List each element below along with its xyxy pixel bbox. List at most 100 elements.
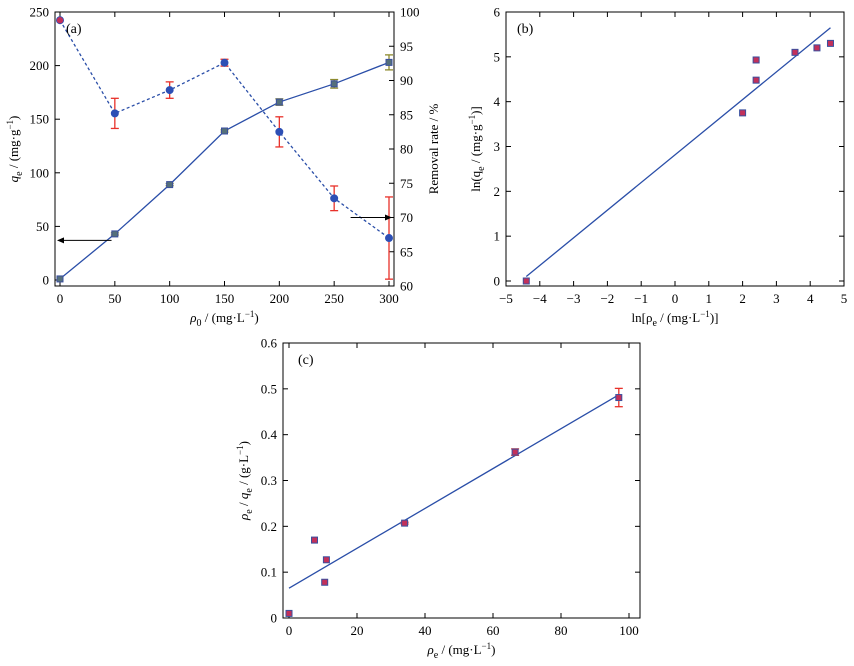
panel-a-uptake-point xyxy=(166,181,174,189)
panel-b-point xyxy=(813,44,821,52)
panel-c-ytick-label: 0.2 xyxy=(261,519,277,534)
panel-b-xtick-label: 3 xyxy=(773,291,780,306)
panel-b-ytick-label: 3 xyxy=(494,139,501,154)
panel-c-frame xyxy=(282,342,641,619)
panel-b-ylabel-sup: −1 xyxy=(467,115,477,125)
panel-c-point xyxy=(311,536,318,544)
panel-b-point xyxy=(826,39,834,47)
panel-c-point xyxy=(321,578,329,586)
panel-c-xlabel: ρe / (mg·L−1) xyxy=(427,641,496,661)
panel-b-xlabel: ln[ρe / (mg·L−1)] xyxy=(632,309,719,329)
panel-a-frame xyxy=(54,11,395,287)
panel-c-xtick-label: 100 xyxy=(619,623,639,638)
panel-b-xtick-label: −5 xyxy=(499,291,513,306)
panel-a-removal-point xyxy=(165,86,174,95)
panel-a-uptake-point xyxy=(221,127,228,135)
panel-a-uptake-point xyxy=(275,98,283,106)
panel-a-removal-point xyxy=(110,109,119,118)
panel-b-ytick-label: 2 xyxy=(494,184,501,199)
panel-b-ylabel-sub: e xyxy=(476,166,487,171)
panel-a-left-arrowhead xyxy=(57,237,64,244)
panel-b-xtick-label: 5 xyxy=(841,291,848,306)
panel-b-point xyxy=(739,109,747,117)
panel-a-ytick-label: 250 xyxy=(30,5,50,20)
panel-c-ylabel-sub: e xyxy=(244,509,255,514)
panel-b-ytick-label: 4 xyxy=(494,94,501,109)
panel-c-xlabel-sup: −1 xyxy=(482,641,492,651)
panel-b-ylabel-close: )] xyxy=(468,106,483,115)
panel-b-ytick-label: 1 xyxy=(494,229,501,244)
panel-b-ytick-label: 0 xyxy=(494,274,501,289)
panel-b-xtick-label: −2 xyxy=(600,291,614,306)
panel-b-xlabel-sub: e xyxy=(652,318,657,329)
panel-b-xlabel-close: )] xyxy=(710,310,719,325)
panel-a-removal-point xyxy=(384,234,393,243)
panel-a-ytick-label: 100 xyxy=(30,165,50,180)
panel-c-point xyxy=(511,448,519,456)
panel-b-xlabel-unit: / (mg·L xyxy=(657,310,700,325)
panel-b-label: (b) xyxy=(517,22,534,37)
panel-b-xtick-label: −1 xyxy=(634,291,648,306)
panel-c-fit-line xyxy=(288,394,620,589)
panel-a-y2tick-label: 75 xyxy=(400,176,413,191)
panel-a-ytick-label: 150 xyxy=(30,112,50,127)
panel-a-y2tick-label: 100 xyxy=(400,5,420,20)
panel-a-xlabel-sub: 0 xyxy=(197,318,202,329)
panel-b-xlabel-sup: −1 xyxy=(700,309,710,319)
panel-a-y2tick-label: 60 xyxy=(400,279,413,294)
panel-a-xtick-label: 150 xyxy=(215,291,235,306)
panel-b-xtick-label: 4 xyxy=(807,291,814,306)
panel-b-xtick-label: 2 xyxy=(739,291,746,306)
panel-c-ytick-label: 0.6 xyxy=(261,336,278,351)
panel-a-y2tick-label: 90 xyxy=(400,73,413,88)
panel-a-y2tick-label: 65 xyxy=(400,244,413,259)
panel-a-ytick-label: 0 xyxy=(43,273,50,288)
panel-c-ylabel-q: q xyxy=(236,492,251,499)
panel-c-ylabel-unit: / (g·L xyxy=(236,455,251,488)
panel-b-xtick-label: 0 xyxy=(672,291,679,306)
panel-c-xlabel-unit: / (mg·L xyxy=(438,642,481,657)
panel-b-xtick-label: 1 xyxy=(706,291,713,306)
panel-c-ylabel-close: ) xyxy=(236,441,251,445)
panel-b-point xyxy=(791,48,799,56)
panel-c-xtick-label: 80 xyxy=(555,623,568,638)
panel-a-removal-point xyxy=(275,127,284,136)
panel-a-xtick-label: 250 xyxy=(324,291,344,306)
panel-c-ytick-label: 0.4 xyxy=(261,427,278,442)
panel-c-ylabel-sup: −1 xyxy=(235,445,245,455)
panel-a-ylabel-sup: −1 xyxy=(5,120,15,130)
panel-c-ylabel-sub2: e xyxy=(244,488,255,493)
panel-b-xtick-label: −4 xyxy=(533,291,547,306)
panel-a-xtick-label: 200 xyxy=(270,291,290,306)
panel-b-ytick-label: 6 xyxy=(494,5,501,20)
panel-c-ylabel: ρe / qe / (g·L−1) xyxy=(235,441,255,521)
panel-a-uptake-point xyxy=(330,80,338,88)
panel-c-point xyxy=(285,609,293,617)
panel-c-xlabel-close: ) xyxy=(491,642,495,657)
panel-b-fit-line xyxy=(525,27,831,278)
panel-a-xlabel-main: ρ xyxy=(189,310,196,325)
panel-a-xtick-label: 300 xyxy=(379,291,399,306)
panel-a-y2tick-label: 95 xyxy=(400,39,413,54)
panel-a-removal-point xyxy=(330,194,339,203)
panel-b-ylabel: ln(qe / (mg·g−1)] xyxy=(467,106,487,192)
panel-a-xtick-label: 100 xyxy=(160,291,180,306)
panel-b-ylabel-main: ln(q xyxy=(468,170,483,191)
panel-a-uptake-line xyxy=(59,61,390,280)
panel-a-xlabel-close: ) xyxy=(254,310,258,325)
panel-b-point xyxy=(752,76,760,84)
panel-b-xtick-label: −3 xyxy=(567,291,581,306)
panel-a-xlabel-sup: −1 xyxy=(245,309,255,319)
panel-c-label: (c) xyxy=(298,353,314,368)
panel-a-label: (a) xyxy=(66,22,82,37)
panel-a: 0 50 100 150 200 250 300 0 50 100 150 200 250 60 65 70 7… xyxy=(5,5,441,330)
panel-a-right-arrowhead xyxy=(385,214,392,221)
panel-b-xlabel-main: ln[ρ xyxy=(632,310,653,325)
panel-c-ylabel-main: ρ xyxy=(236,514,251,521)
panel-c-ytick-label: 0 xyxy=(271,611,278,626)
panel-a-ylabel-unit: / (mg·g xyxy=(6,129,21,171)
panel-a-y2tick-label: 80 xyxy=(400,142,413,157)
panel-a-ytick-label: 200 xyxy=(30,58,50,73)
